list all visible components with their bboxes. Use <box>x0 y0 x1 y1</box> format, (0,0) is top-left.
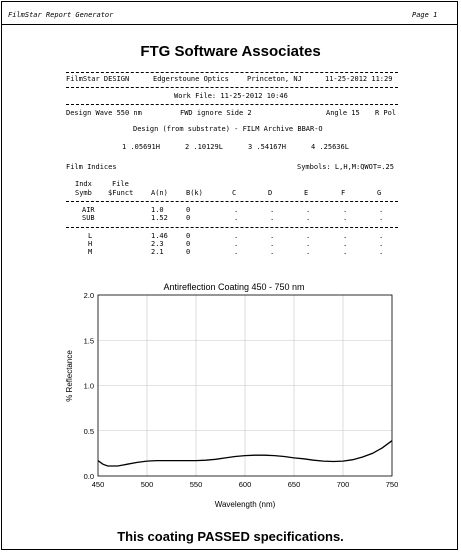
row-b: 0 <box>186 206 191 214</box>
y-tick-label: 0.0 <box>84 472 94 481</box>
row-a: 1.52 <box>151 214 168 222</box>
y-tick-label: 1.5 <box>84 336 94 345</box>
x-tick-label: 550 <box>190 480 203 489</box>
x-tick-label: 450 <box>92 480 105 489</box>
y-tick-label: 1.0 <box>84 382 94 391</box>
company-name: Edgerstoune Optics <box>153 75 229 83</box>
series-line <box>97 440 393 467</box>
col-header-file: File <box>112 180 129 188</box>
col-header-c: C <box>232 189 237 197</box>
row-f: . <box>343 214 348 222</box>
angle: Angle 15 <box>326 109 360 117</box>
row-c: . <box>234 240 239 248</box>
row-a: 1.0 <box>151 206 164 214</box>
divider <box>66 227 398 228</box>
row-d: . <box>270 214 275 222</box>
row-a: 1.46 <box>151 232 168 240</box>
symbols-note: Symbols: L,H,M:QWOT=.25 <box>297 163 394 171</box>
report-datetime: 11-25-2012 11:29 <box>325 75 393 83</box>
col-header-f: F <box>341 189 346 197</box>
row-b: 0 <box>186 232 191 240</box>
row-d: . <box>270 232 275 240</box>
row-g: . <box>379 214 384 222</box>
divider <box>66 201 398 202</box>
row-c: . <box>234 232 239 240</box>
design-label: FilmStar DESIGN <box>66 75 130 83</box>
x-axis-label: Wavelength (nm) <box>215 500 276 509</box>
row-e: . <box>306 214 311 222</box>
chart-grid <box>97 294 393 477</box>
polarization: R Pol <box>375 109 397 117</box>
chart-ticks: 450 500 550 600 650 700 750 0.0 0.5 1.0 1.5 2.0 <box>84 291 399 489</box>
row-g: . <box>379 232 384 240</box>
pass-status: This coating PASSED specifications. <box>117 529 344 544</box>
row-c: . <box>234 214 239 222</box>
reflectance-chart: Antireflection Coating 450 - 750 nm 450 5… <box>65 282 399 509</box>
row-f: . <box>343 248 348 256</box>
divider <box>66 87 398 88</box>
row-c: . <box>234 206 239 214</box>
row-f: . <box>343 232 348 240</box>
layer-4: 4 .25636L <box>311 143 349 151</box>
design-description: Design (from substrate) - FILM Archive B… <box>133 125 323 133</box>
col-header-d: D <box>268 189 273 197</box>
row-c: . <box>234 248 239 256</box>
col-header-b: B(k) <box>186 189 203 197</box>
report-header-title: FilmStar Report Generator <box>8 11 114 19</box>
plot-frame <box>97 294 393 477</box>
y-tick-label: 2.0 <box>84 291 94 300</box>
film-indices-title: Film Indices <box>66 163 117 171</box>
x-tick-label: 500 <box>141 480 154 489</box>
x-tick-label: 600 <box>239 480 252 489</box>
row-d: . <box>270 240 275 248</box>
col-header-e: E <box>304 189 309 197</box>
work-file: Work File: 11-25-2012 10:46 <box>174 92 288 100</box>
x-tick-label: 650 <box>288 480 301 489</box>
layer-2: 2 .10129L <box>185 143 223 151</box>
row-e: . <box>306 206 311 214</box>
col-header-symb: Symb <box>75 189 92 197</box>
row-e: . <box>306 248 311 256</box>
row-b: 0 <box>186 214 191 222</box>
row-b: 0 <box>186 240 191 248</box>
divider <box>66 104 398 105</box>
row-symbol: L <box>88 232 93 240</box>
design-wave: Design Wave 550 nm <box>66 109 142 117</box>
header-divider <box>2 24 457 25</box>
x-tick-label: 700 <box>337 480 350 489</box>
row-e: . <box>306 232 311 240</box>
row-e: . <box>306 240 311 248</box>
row-d: . <box>270 206 275 214</box>
y-tick-label: 0.5 <box>84 427 94 436</box>
row-a: 2.3 <box>151 240 164 248</box>
col-header-indx: Indx <box>75 180 92 188</box>
chart-title: Antireflection Coating 450 - 750 nm <box>163 282 304 292</box>
y-axis-label: % Reflectance <box>65 350 74 402</box>
row-symbol: M <box>88 248 93 256</box>
col-header-a: A(n) <box>151 189 168 197</box>
layer-1: 1 .05691H <box>122 143 160 151</box>
row-g: . <box>379 248 384 256</box>
row-symbol: SUB <box>82 214 95 222</box>
fwd-setting: FWD ignore Side 2 <box>180 109 252 117</box>
location: Princeton, NJ <box>247 75 302 83</box>
row-b: 0 <box>186 248 191 256</box>
col-header-funct: $Funct <box>108 189 134 197</box>
page-number: Page 1 <box>412 11 438 19</box>
col-header-g: G <box>377 189 382 197</box>
row-f: . <box>343 240 348 248</box>
row-g: . <box>379 206 384 214</box>
row-symbol: H <box>88 240 93 248</box>
row-g: . <box>379 240 384 248</box>
company-title: FTG Software Associates <box>140 43 321 60</box>
row-symbol: AIR <box>82 206 95 214</box>
row-d: . <box>270 248 275 256</box>
x-tick-label: 750 <box>386 480 399 489</box>
row-a: 2.1 <box>151 248 164 256</box>
layer-3: 3 .54167H <box>248 143 286 151</box>
divider <box>66 72 398 73</box>
row-f: . <box>343 206 348 214</box>
